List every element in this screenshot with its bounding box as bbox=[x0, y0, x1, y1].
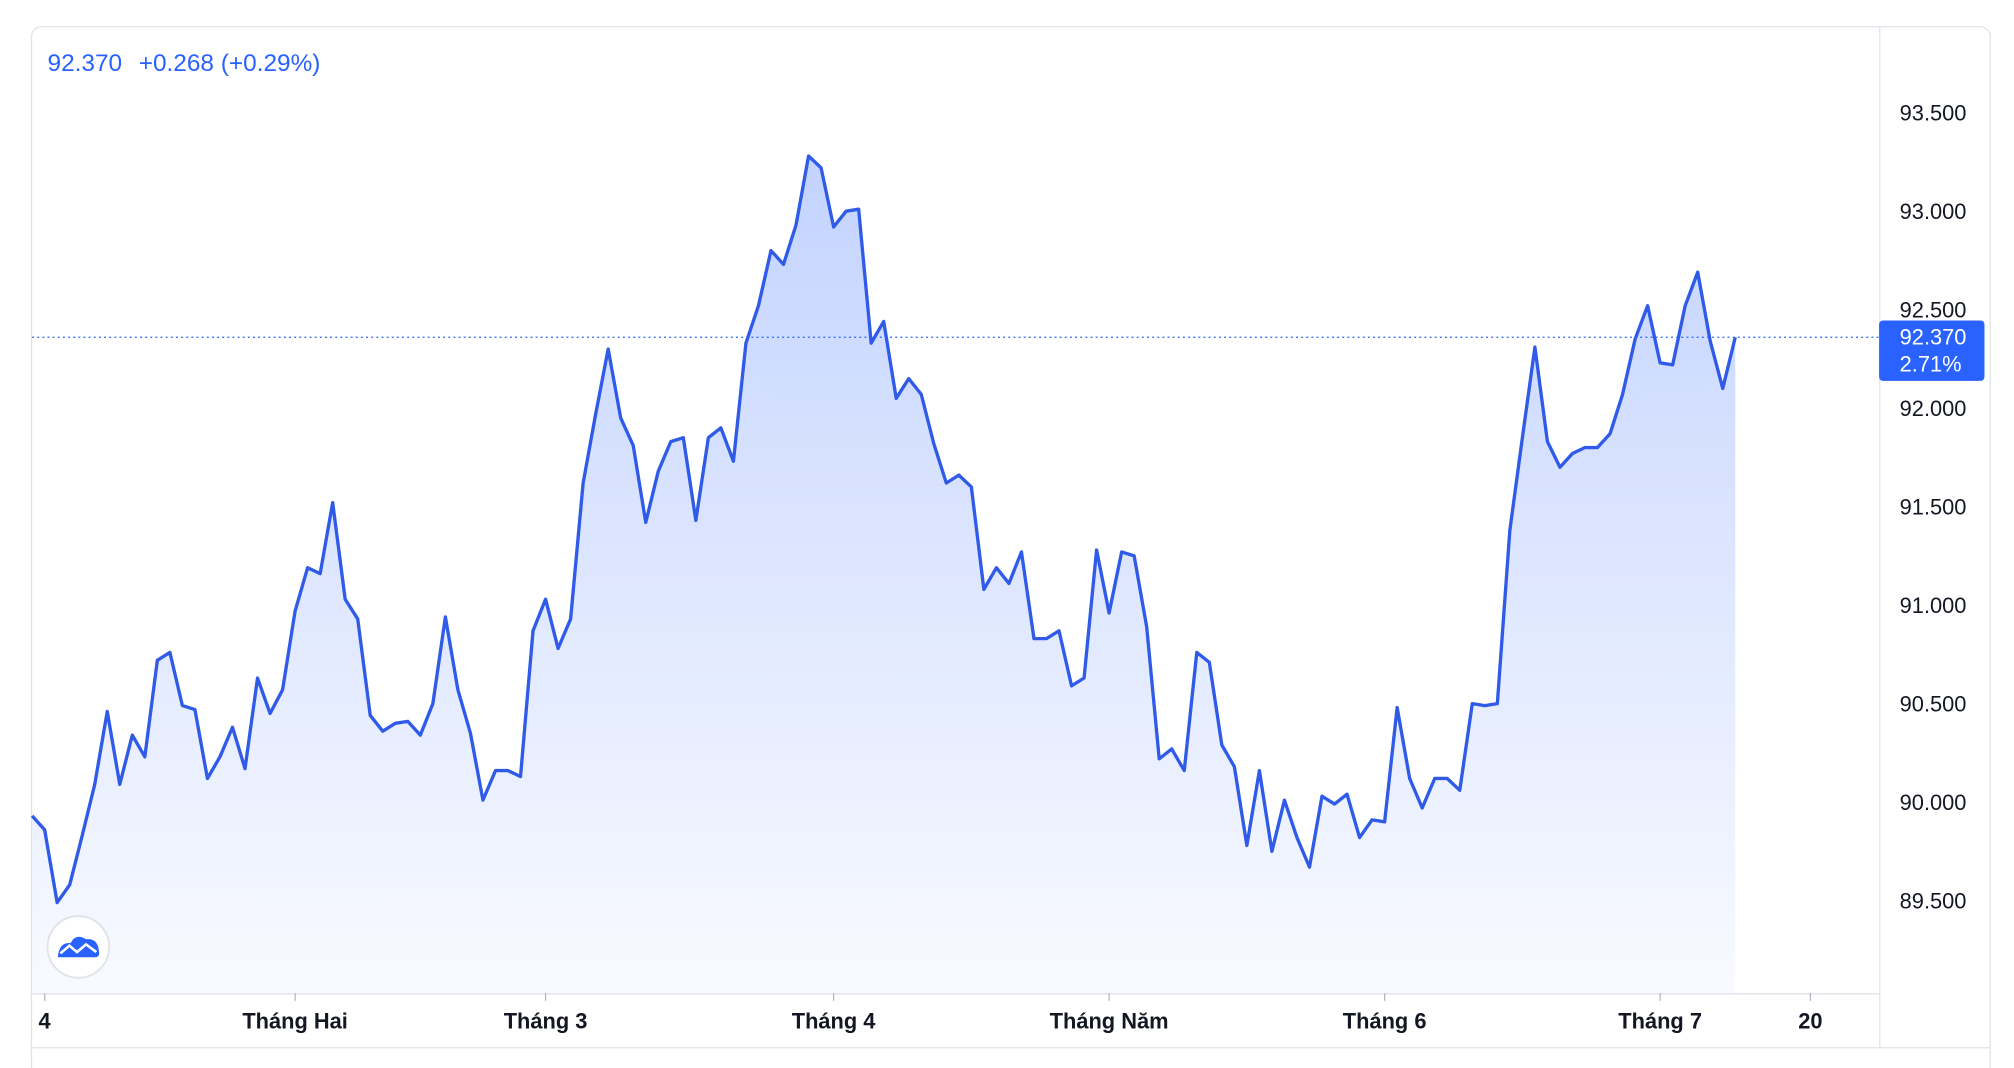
x-tick-label: 20 bbox=[1798, 1008, 1822, 1033]
y-tick-label: 90.000 bbox=[1900, 790, 1967, 815]
x-tick-label: Tháng Hai bbox=[242, 1008, 348, 1033]
y-tick-label: 93.000 bbox=[1900, 199, 1967, 224]
logo-button[interactable] bbox=[46, 915, 111, 979]
price-change: +0.268 (+0.29%) bbox=[139, 50, 321, 77]
y-tick-label: 91.000 bbox=[1900, 593, 1967, 618]
y-tick-label: 91.500 bbox=[1900, 494, 1967, 519]
last-price-badge bbox=[1879, 320, 1985, 381]
line bbox=[30, 154, 1737, 905]
x-tick-label: Tháng Năm bbox=[1050, 1008, 1169, 1033]
price: 92.370 bbox=[48, 50, 123, 77]
x-tick-label: Tháng 4 bbox=[792, 1008, 877, 1033]
x-tick-label: Tháng 7 bbox=[1618, 1008, 1702, 1033]
y-tick-label: 90.500 bbox=[1900, 691, 1967, 716]
y-tick-label: 89.500 bbox=[1900, 888, 1967, 913]
y-tick-label: 93.500 bbox=[1900, 100, 1967, 125]
x-tick-label: Tháng 6 bbox=[1343, 1008, 1427, 1033]
last-price-pct: 2.71% bbox=[1900, 351, 1962, 376]
logo-icon[interactable] bbox=[57, 936, 100, 958]
area bbox=[32, 156, 1736, 994]
plot bbox=[30, 154, 1880, 994]
y-tick-label: 92.000 bbox=[1900, 396, 1967, 421]
x-tick-label: 4 bbox=[39, 1008, 52, 1033]
y-tick-label: 92.500 bbox=[1900, 297, 1967, 322]
logo-wave[interactable] bbox=[59, 942, 98, 955]
last-price-label: 92.370 bbox=[1900, 324, 1967, 349]
x-tick-label: Tháng 3 bbox=[504, 1008, 588, 1033]
